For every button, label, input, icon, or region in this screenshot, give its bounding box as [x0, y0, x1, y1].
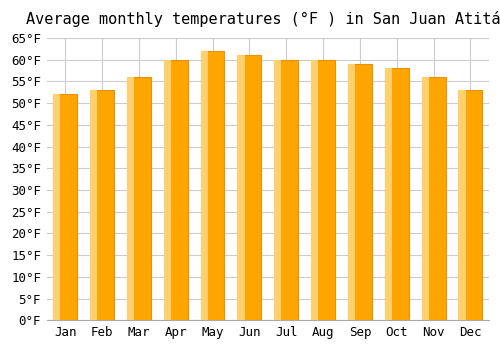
- Bar: [348, 64, 355, 320]
- Bar: [53, 94, 60, 320]
- Bar: [164, 60, 171, 320]
- Bar: [385, 68, 392, 320]
- Bar: [164, 60, 188, 320]
- Bar: [90, 90, 97, 320]
- Bar: [90, 90, 114, 320]
- Bar: [311, 60, 335, 320]
- Bar: [385, 68, 408, 320]
- Bar: [274, 60, 281, 320]
- Title: Average monthly temperatures (°F ) in San Juan Atitán: Average monthly temperatures (°F ) in Sa…: [26, 11, 500, 27]
- Bar: [200, 51, 207, 320]
- Bar: [238, 55, 244, 320]
- Bar: [422, 77, 446, 320]
- Bar: [238, 55, 262, 320]
- Bar: [458, 90, 482, 320]
- Bar: [53, 94, 77, 320]
- Bar: [422, 77, 429, 320]
- Bar: [311, 60, 318, 320]
- Bar: [274, 60, 298, 320]
- Bar: [458, 90, 466, 320]
- Bar: [127, 77, 151, 320]
- Bar: [200, 51, 224, 320]
- Bar: [127, 77, 134, 320]
- Bar: [348, 64, 372, 320]
